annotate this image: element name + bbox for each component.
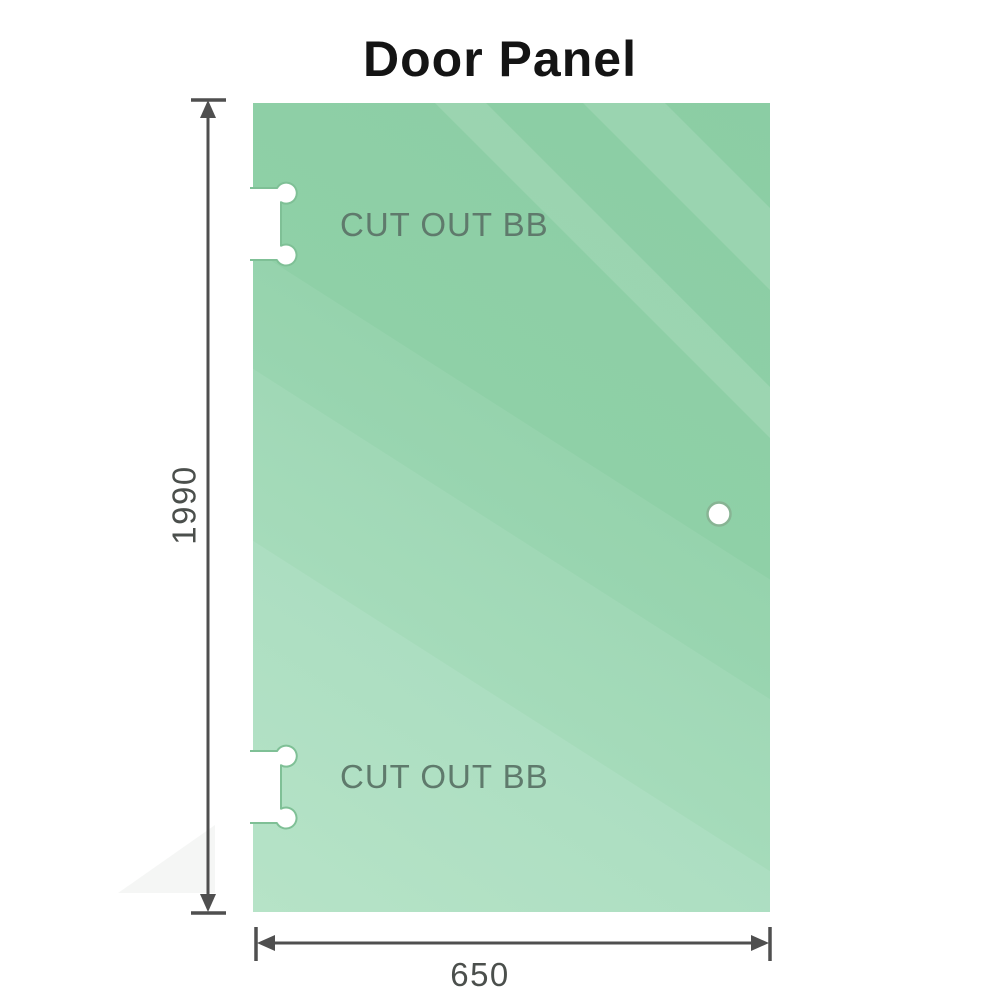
width-dimension-value: 650 — [450, 956, 510, 993]
cutout-label-top: CUT OUT BB — [340, 206, 549, 243]
hinge-cutout-top — [250, 181, 298, 267]
glass-reflection-stripe — [583, 103, 770, 290]
width-dimension — [254, 927, 772, 961]
arrow-up-icon — [200, 100, 216, 118]
door-panel-glass — [253, 103, 770, 912]
glass-reflection-stripe — [435, 103, 770, 438]
arrow-left-icon — [257, 935, 275, 951]
page-title: Door Panel — [363, 31, 637, 87]
cutout-label-bottom: CUT OUT BB — [340, 758, 549, 795]
hinge-cutout-bottom — [250, 744, 298, 830]
handle-hole — [706, 501, 732, 527]
background-smudge — [118, 825, 215, 893]
arrow-down-icon — [200, 894, 216, 912]
height-dimension-value: 1990 — [166, 465, 203, 544]
arrow-right-icon — [751, 935, 769, 951]
height-dimension — [191, 98, 226, 915]
